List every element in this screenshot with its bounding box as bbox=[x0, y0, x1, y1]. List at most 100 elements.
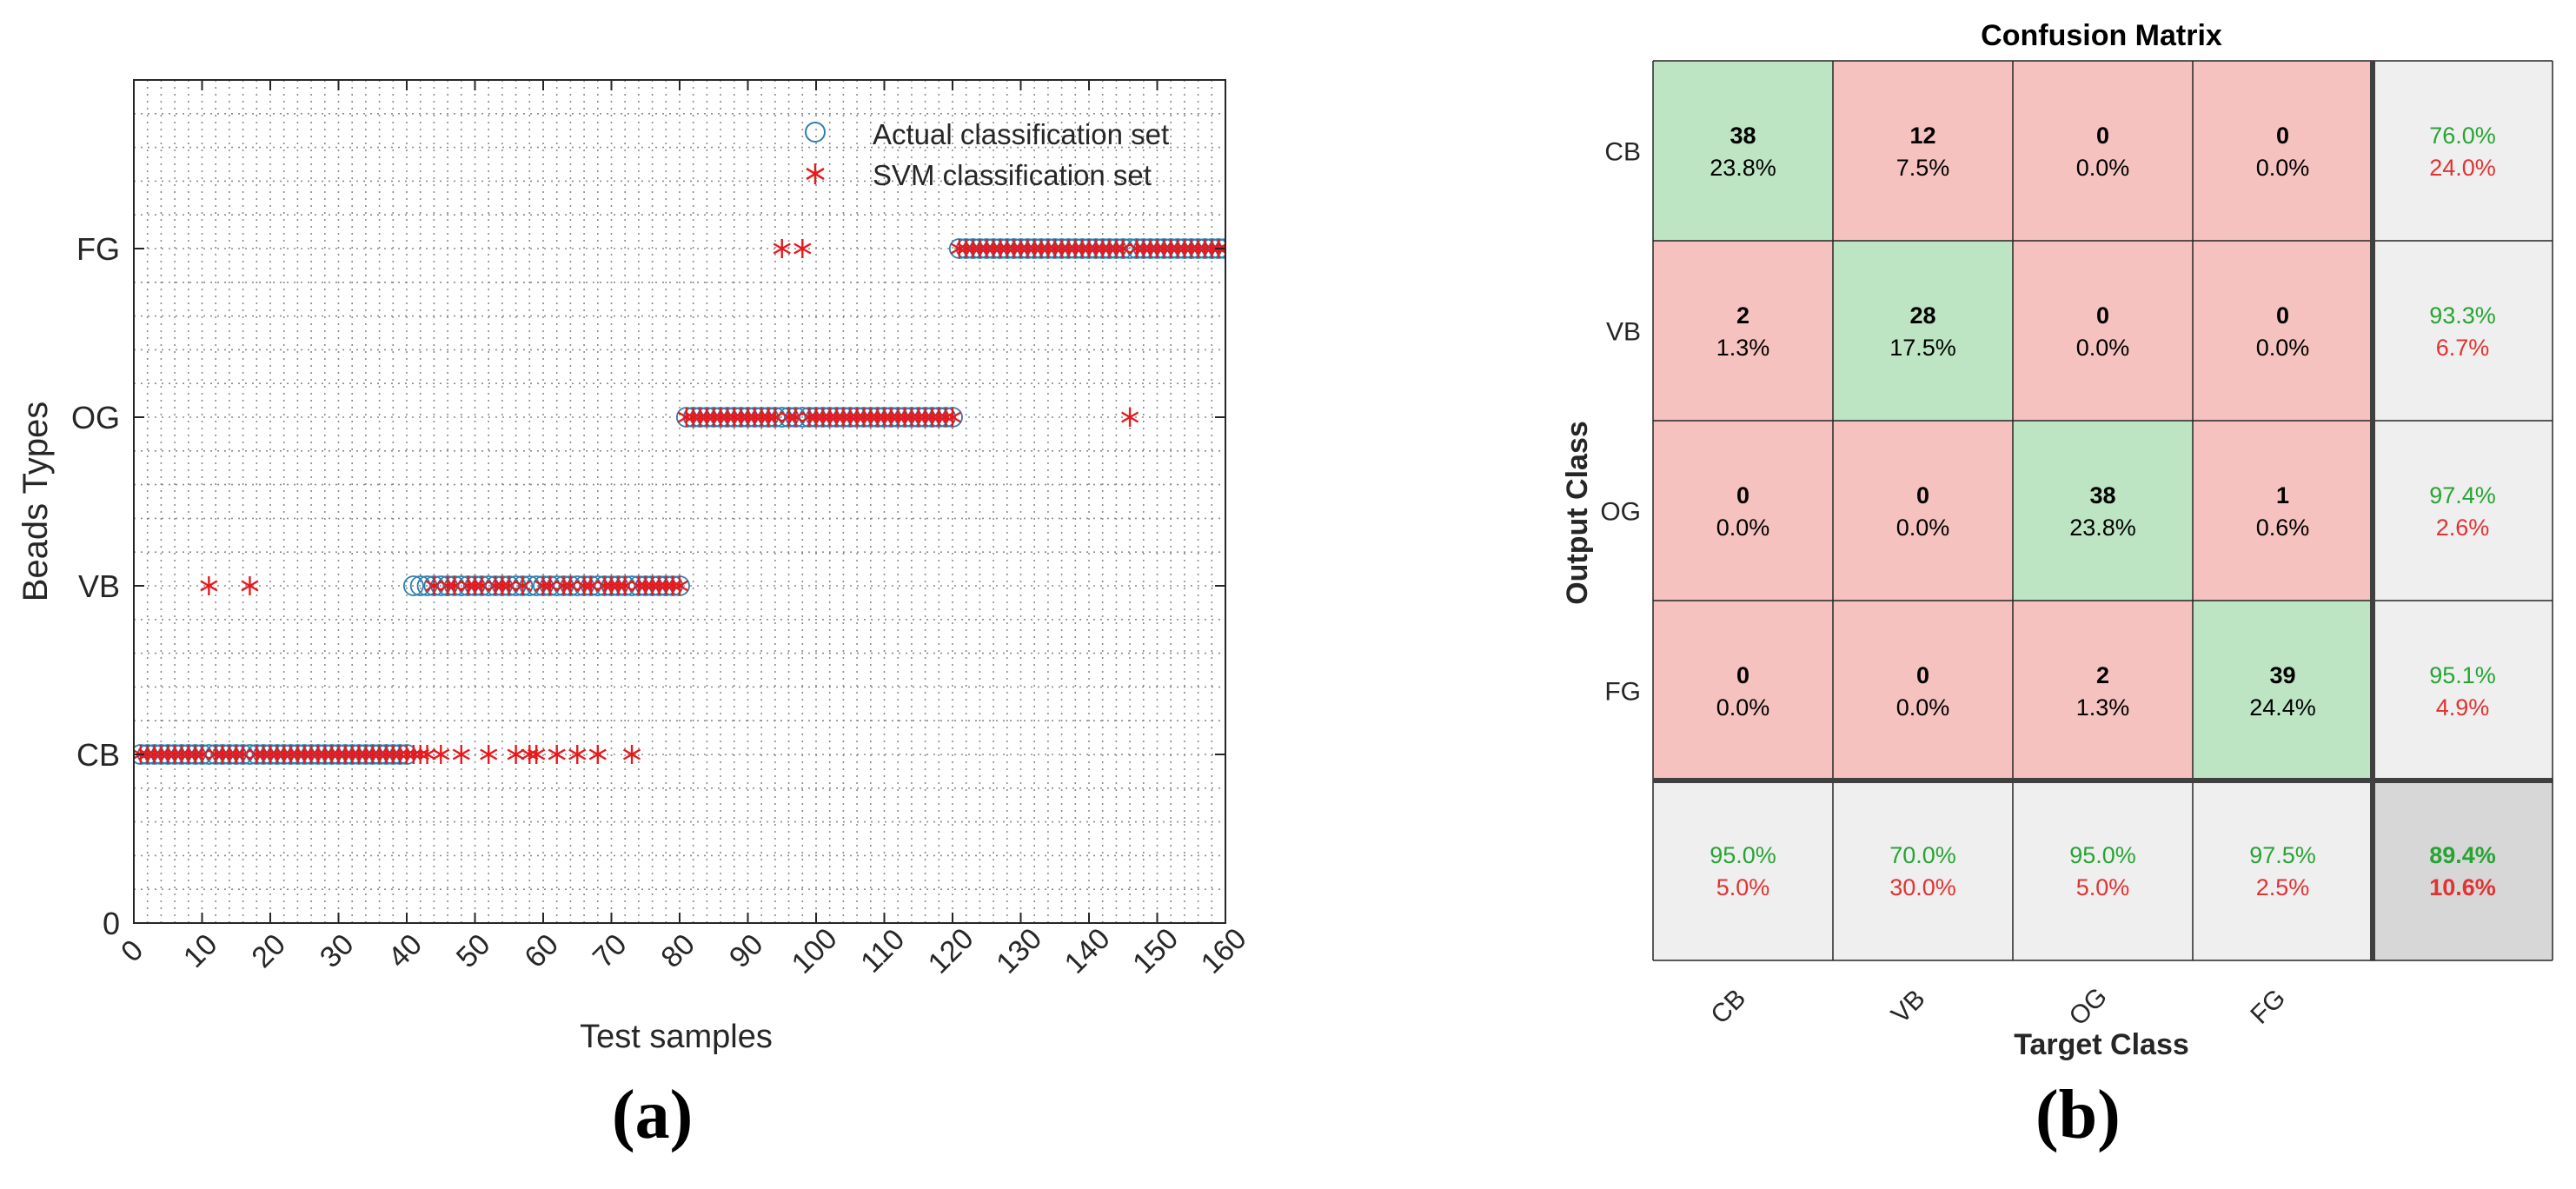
matrix-cell bbox=[2013, 601, 2193, 780]
asterisk-stroke bbox=[486, 580, 505, 592]
svm-point bbox=[452, 745, 470, 764]
svm-point bbox=[268, 745, 286, 764]
asterisk-stroke bbox=[186, 748, 204, 761]
svm-point bbox=[937, 408, 955, 427]
actual-point bbox=[409, 575, 431, 596]
svm-point bbox=[336, 745, 355, 764]
asterisk-stroke bbox=[971, 242, 989, 255]
svm-point bbox=[909, 408, 927, 427]
actual-point bbox=[430, 575, 452, 596]
matrix-cell bbox=[2193, 61, 2373, 241]
svm-point bbox=[650, 576, 668, 595]
cell-percent: 23.8% bbox=[2069, 515, 2136, 541]
row-summary-error: 4.9% bbox=[2436, 694, 2490, 721]
matrix-cell bbox=[2193, 421, 2373, 601]
svm-point bbox=[261, 745, 280, 764]
svm-point bbox=[411, 745, 429, 764]
asterisk-stroke bbox=[991, 242, 1010, 255]
svm-point bbox=[629, 576, 648, 595]
asterisk-stroke bbox=[152, 748, 170, 761]
asterisk-stroke bbox=[984, 242, 1003, 255]
asterisk-stroke bbox=[548, 748, 566, 761]
cell-percent: 0.0% bbox=[2076, 335, 2130, 361]
asterisk-stroke bbox=[1032, 242, 1051, 255]
asterisk-stroke bbox=[322, 748, 341, 761]
asterisk-stroke bbox=[773, 242, 791, 255]
svm-point bbox=[1182, 239, 1200, 258]
svm-point bbox=[432, 745, 450, 764]
svm-point bbox=[295, 745, 314, 764]
svm-point bbox=[753, 408, 771, 427]
svm-point bbox=[964, 239, 982, 258]
asterisk-stroke bbox=[1203, 242, 1221, 255]
matrix-cell bbox=[2013, 421, 2193, 601]
row-summary-error: 6.7% bbox=[2436, 335, 2490, 361]
svm-point bbox=[766, 408, 785, 427]
cell-count: 2 bbox=[2096, 662, 2109, 688]
y-axis-ticks: 0 CB VB OG FG bbox=[71, 231, 1225, 941]
svm-point bbox=[480, 745, 498, 764]
asterisk-stroke bbox=[1120, 411, 1139, 423]
asterisk-stroke bbox=[943, 411, 962, 423]
legend: Actual classification set SVM classifica… bbox=[805, 118, 1169, 191]
col-summary-cell bbox=[2013, 780, 2193, 960]
svm-point bbox=[759, 408, 778, 427]
asterisk-stroke bbox=[1093, 242, 1112, 255]
svm-point bbox=[1168, 239, 1187, 258]
svm-point bbox=[179, 745, 197, 764]
asterisk-stroke bbox=[937, 411, 955, 423]
asterisk-stroke bbox=[753, 411, 771, 423]
asterisk-stroke bbox=[473, 580, 491, 592]
cell-percent: 0.0% bbox=[1716, 694, 1770, 721]
column-label: OG bbox=[2064, 982, 2113, 1031]
svm-point bbox=[445, 576, 464, 595]
overall-cell bbox=[2373, 780, 2553, 960]
svm-point bbox=[459, 576, 477, 595]
asterisk-stroke bbox=[493, 580, 512, 592]
cell-percent: 0.0% bbox=[1716, 515, 1770, 541]
actual-point bbox=[505, 575, 527, 596]
svm-point bbox=[820, 408, 839, 427]
asterisk-stroke bbox=[418, 748, 436, 761]
asterisk-stroke bbox=[411, 748, 429, 761]
svm-point bbox=[363, 745, 382, 764]
svm-point bbox=[691, 408, 709, 427]
overall-error: 10.6% bbox=[2429, 874, 2496, 900]
actual-point bbox=[1119, 238, 1140, 259]
asterisk-stroke bbox=[377, 748, 395, 761]
svm-point bbox=[1175, 239, 1194, 258]
cell-percent: 24.4% bbox=[2249, 694, 2316, 721]
asterisk-stroke bbox=[255, 748, 273, 761]
column-label: VB bbox=[1886, 984, 1931, 1029]
svm-point bbox=[248, 745, 266, 764]
svm-point bbox=[1162, 239, 1180, 258]
asterisk-stroke bbox=[691, 411, 709, 423]
legend-circle-marker bbox=[805, 122, 826, 143]
cm-x-axis-label: Target Class bbox=[2014, 1028, 2189, 1061]
svm-point bbox=[548, 745, 566, 764]
svm-point bbox=[1019, 239, 1037, 258]
asterisk-stroke bbox=[868, 411, 886, 423]
y-tick-label: 0 bbox=[103, 906, 120, 941]
asterisk-stroke bbox=[1107, 242, 1125, 255]
asterisk-stroke bbox=[336, 748, 355, 761]
svm-point bbox=[711, 408, 730, 427]
asterisk-stroke bbox=[629, 580, 648, 592]
asterisk-stroke bbox=[1134, 242, 1152, 255]
x-tick-label: 0 bbox=[115, 933, 149, 968]
svm-point bbox=[588, 745, 607, 764]
asterisk-stroke bbox=[923, 411, 941, 423]
overall-correct: 89.4% bbox=[2429, 842, 2496, 868]
svm-point bbox=[1189, 239, 1207, 258]
svm-point bbox=[186, 745, 204, 764]
svm-point bbox=[868, 408, 886, 427]
asterisk-stroke bbox=[827, 411, 846, 423]
svm-point bbox=[322, 745, 341, 764]
svm-point bbox=[950, 239, 968, 258]
asterisk-stroke bbox=[698, 411, 716, 423]
cell-count: 28 bbox=[1909, 302, 1935, 329]
x-tick-label: 30 bbox=[314, 927, 361, 974]
cell-percent: 0.0% bbox=[2256, 335, 2310, 361]
legend-asterisk-marker bbox=[806, 163, 825, 184]
asterisk-stroke bbox=[609, 580, 627, 592]
